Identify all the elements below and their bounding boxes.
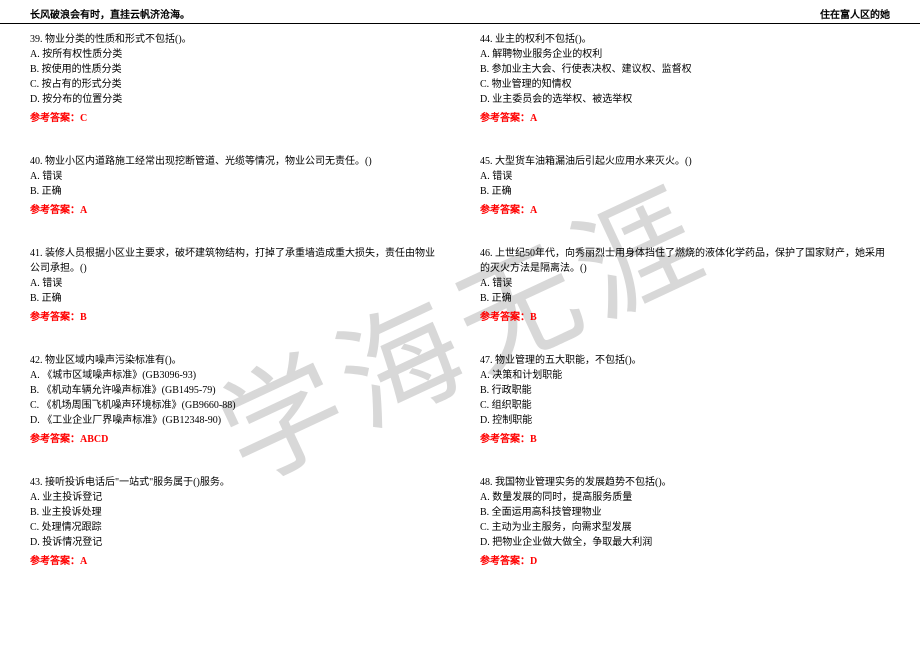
question-option: A. 错误: [30, 169, 440, 184]
question-text: 48. 我国物业管理实务的发展趋势不包括()。: [480, 475, 890, 490]
question-option: B. 正确: [480, 291, 890, 306]
question-text: 42. 物业区域内噪声污染标准有()。: [30, 353, 440, 368]
question-option: B. 正确: [30, 291, 440, 306]
question-block: 41. 装修人员根据小区业主要求，破坏建筑物结构，打掉了承重墙造成重大损失，责任…: [30, 246, 440, 325]
question-option: D. 把物业企业做大做全，争取最大利润: [480, 535, 890, 550]
question-option: B. 业主投诉处理: [30, 505, 440, 520]
question-option: C. 《机场周围飞机噪声环境标准》(GB9660-88): [30, 398, 440, 413]
right-column: 44. 业主的权利不包括()。A. 解聘物业服务企业的权利B. 参加业主大会、行…: [480, 32, 890, 597]
question-text: 39. 物业分类的性质和形式不包括()。: [30, 32, 440, 47]
question-text: 45. 大型货车油箱漏油后引起火应用水来灭火。(): [480, 154, 890, 169]
answer-text: 参考答案：A: [30, 554, 440, 569]
question-option: D. 控制职能: [480, 413, 890, 428]
question-block: 39. 物业分类的性质和形式不包括()。A. 按所有权性质分类B. 按使用的性质…: [30, 32, 440, 126]
question-block: 43. 接听投诉电话后"一站式"服务属于()服务。A. 业主投诉登记B. 业主投…: [30, 475, 440, 569]
question-option: A. 按所有权性质分类: [30, 47, 440, 62]
question-option: C. 组织职能: [480, 398, 890, 413]
question-option: B. 全面运用高科技管理物业: [480, 505, 890, 520]
question-text: 41. 装修人员根据小区业主要求，破坏建筑物结构，打掉了承重墙造成重大损失，责任…: [30, 246, 440, 276]
question-option: C. 主动为业主服务，向需求型发展: [480, 520, 890, 535]
question-option: B. 行政职能: [480, 383, 890, 398]
question-option: A. 错误: [480, 169, 890, 184]
header-left: 长风破浪会有时，直挂云帆济沧海。: [30, 6, 190, 21]
question-option: C. 处理情况跟踪: [30, 520, 440, 535]
question-option: B. 正确: [480, 184, 890, 199]
answer-text: 参考答案：C: [30, 111, 440, 126]
answer-text: 参考答案：B: [480, 310, 890, 325]
answer-text: 参考答案：A: [480, 203, 890, 218]
header-right: 住在富人区的她: [820, 6, 890, 21]
answer-text: 参考答案：ABCD: [30, 432, 440, 447]
question-option: C. 物业管理的知情权: [480, 77, 890, 92]
answer-text: 参考答案：A: [480, 111, 890, 126]
question-option: D. 按分布的位置分类: [30, 92, 440, 107]
question-text: 43. 接听投诉电话后"一站式"服务属于()服务。: [30, 475, 440, 490]
question-option: A. 解聘物业服务企业的权利: [480, 47, 890, 62]
question-block: 40. 物业小区内道路施工经常出现挖断管道、光缆等情况，物业公司无责任。()A.…: [30, 154, 440, 218]
question-block: 46. 上世纪50年代，向秀丽烈士用身体挡住了燃烧的液体化学药品，保护了国家财产…: [480, 246, 890, 325]
answer-text: 参考答案：A: [30, 203, 440, 218]
question-option: A. 业主投诉登记: [30, 490, 440, 505]
question-option: A. 《城市区域噪声标准》(GB3096-93): [30, 368, 440, 383]
question-block: 48. 我国物业管理实务的发展趋势不包括()。A. 数量发展的同时，提高服务质量…: [480, 475, 890, 569]
content-area: 39. 物业分类的性质和形式不包括()。A. 按所有权性质分类B. 按使用的性质…: [0, 24, 920, 605]
left-column: 39. 物业分类的性质和形式不包括()。A. 按所有权性质分类B. 按使用的性质…: [30, 32, 440, 597]
question-text: 44. 业主的权利不包括()。: [480, 32, 890, 47]
answer-text: 参考答案：B: [30, 310, 440, 325]
question-option: D. 业主委员会的选举权、被选举权: [480, 92, 890, 107]
question-block: 42. 物业区域内噪声污染标准有()。A. 《城市区域噪声标准》(GB3096-…: [30, 353, 440, 447]
question-option: A. 决策和计划职能: [480, 368, 890, 383]
question-text: 47. 物业管理的五大职能，不包括()。: [480, 353, 890, 368]
question-block: 47. 物业管理的五大职能，不包括()。A. 决策和计划职能B. 行政职能C. …: [480, 353, 890, 447]
question-option: A. 错误: [480, 276, 890, 291]
question-text: 40. 物业小区内道路施工经常出现挖断管道、光缆等情况，物业公司无责任。(): [30, 154, 440, 169]
question-option: D. 《工业企业厂界噪声标准》(GB12348-90): [30, 413, 440, 428]
question-option: A. 错误: [30, 276, 440, 291]
question-option: B. 按使用的性质分类: [30, 62, 440, 77]
question-option: D. 投诉情况登记: [30, 535, 440, 550]
question-text: 46. 上世纪50年代，向秀丽烈士用身体挡住了燃烧的液体化学药品，保护了国家财产…: [480, 246, 890, 276]
question-block: 45. 大型货车油箱漏油后引起火应用水来灭火。()A. 错误B. 正确参考答案：…: [480, 154, 890, 218]
question-option: B. 《机动车辆允许噪声标准》(GB1495-79): [30, 383, 440, 398]
page-header: 长风破浪会有时，直挂云帆济沧海。 住在富人区的她: [0, 0, 920, 24]
answer-text: 参考答案：D: [480, 554, 890, 569]
question-block: 44. 业主的权利不包括()。A. 解聘物业服务企业的权利B. 参加业主大会、行…: [480, 32, 890, 126]
question-option: A. 数量发展的同时，提高服务质量: [480, 490, 890, 505]
question-option: C. 按占有的形式分类: [30, 77, 440, 92]
answer-text: 参考答案：B: [480, 432, 890, 447]
question-option: B. 参加业主大会、行使表决权、建议权、监督权: [480, 62, 890, 77]
question-option: B. 正确: [30, 184, 440, 199]
